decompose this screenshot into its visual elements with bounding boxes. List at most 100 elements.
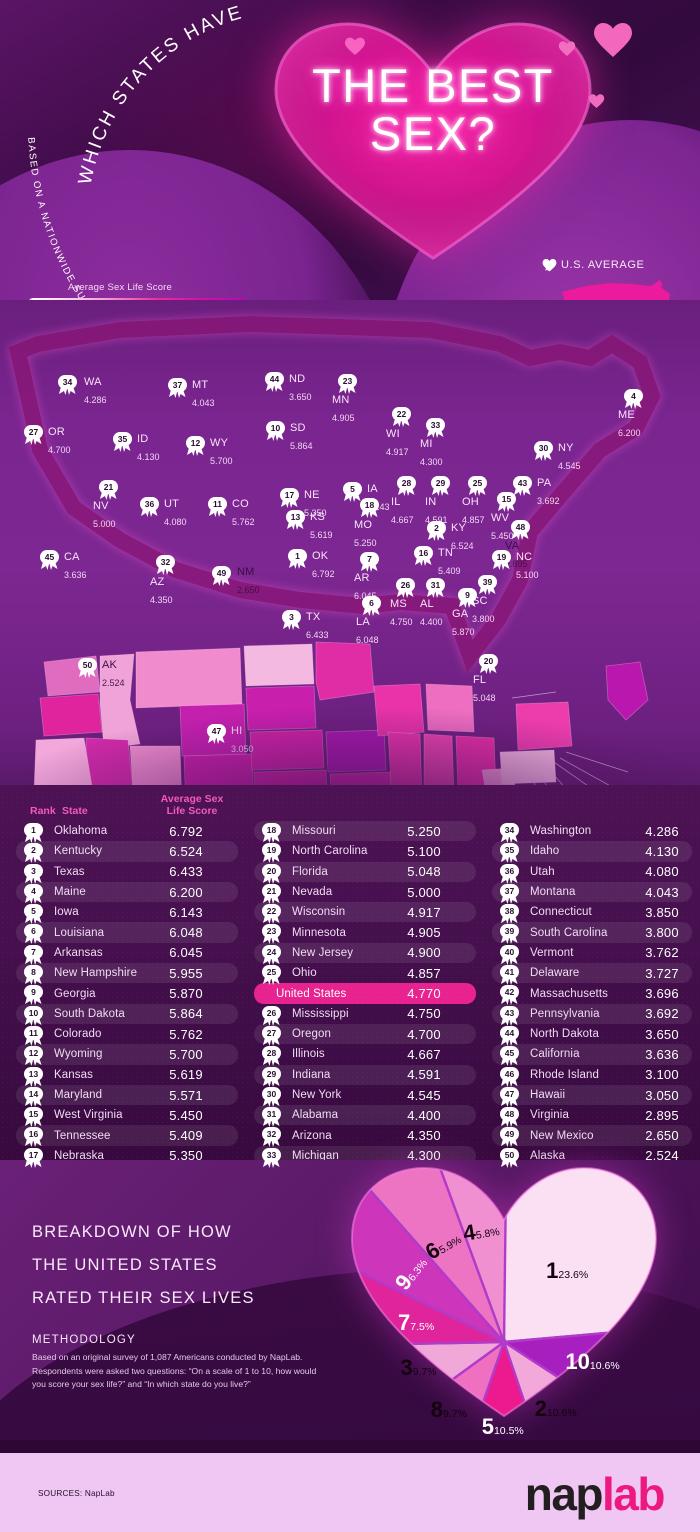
rank-rosette-icon: 31 xyxy=(262,1107,281,1128)
table-row[interactable]: 25 Ohio 4.857 xyxy=(254,963,476,986)
table-row[interactable]: 6 Louisiana 6.048 xyxy=(16,922,238,945)
table-row[interactable]: 32 Arizona 4.350 xyxy=(254,1125,476,1148)
rank-rosette-icon: 11 xyxy=(24,1025,43,1046)
table-row[interactable]: 18 Missouri 5.250 xyxy=(254,821,476,843)
rank-rosette-icon: 5 xyxy=(24,904,43,925)
hero-heart-graphic xyxy=(268,18,598,268)
table-header-state: State xyxy=(62,805,88,817)
table-row[interactable]: 27 Oregon 4.700 xyxy=(254,1023,476,1046)
table-row-united-states[interactable]: United States 4.770 xyxy=(254,983,476,1004)
table-row[interactable]: 46 Rhode Island 3.100 xyxy=(492,1065,692,1087)
rank-rosette-icon: 45 xyxy=(500,1046,519,1067)
page-title-line1: THE BEST xyxy=(312,59,554,112)
table-row[interactable]: 1 Oklahoma 6.792 xyxy=(16,821,238,843)
rank-rosette-icon: 26 xyxy=(396,578,415,598)
rank-rosette-icon: 25 xyxy=(468,476,487,496)
row-score: 6.048 xyxy=(169,925,203,941)
rank-rosette-icon: 31 xyxy=(426,578,445,598)
rank-rosette-icon: 15 xyxy=(497,492,516,512)
table-row[interactable]: 29 Indiana 4.591 xyxy=(254,1064,476,1087)
row-score: 3.636 xyxy=(645,1046,679,1062)
table-row[interactable]: 7 Arkansas 6.045 xyxy=(16,943,238,965)
table-row[interactable]: 34 Washington 4.286 xyxy=(492,821,692,843)
table-row[interactable]: 16 Tennessee 5.409 xyxy=(16,1125,238,1148)
pie-slice-6[interactable] xyxy=(348,1162,506,1343)
table-row[interactable]: 26 Mississippi 4.750 xyxy=(254,1004,476,1026)
rank-rosette-icon: 33 xyxy=(426,418,445,438)
row-state-name: Alaska xyxy=(530,1149,566,1162)
rank-rosette-icon: 1 xyxy=(288,549,307,569)
row-score: 4.700 xyxy=(407,1026,441,1042)
table-row[interactable]: 31 Alabama 4.400 xyxy=(254,1105,476,1128)
table-row[interactable]: 19 North Carolina 5.100 xyxy=(254,841,476,864)
table-row[interactable]: 45 California 3.636 xyxy=(492,1044,692,1067)
table-row[interactable]: 13 Kansas 5.619 xyxy=(16,1065,238,1087)
table-row[interactable]: 11 Colorado 5.762 xyxy=(16,1024,238,1046)
rank-rosette-icon: 16 xyxy=(24,1127,43,1148)
pie-slice-4[interactable] xyxy=(388,1162,510,1343)
row-score: 5.700 xyxy=(169,1046,203,1062)
table-row[interactable]: 49 New Mexico 2.650 xyxy=(492,1125,692,1148)
table-row[interactable]: 4 Maine 6.200 xyxy=(16,881,238,904)
table-row[interactable]: 44 North Dakota 3.650 xyxy=(492,1024,692,1046)
pie-slice-7[interactable] xyxy=(348,1196,505,1350)
map-state-mn[interactable] xyxy=(315,641,375,701)
table-row[interactable]: 8 New Hampshire 5.955 xyxy=(16,963,238,986)
table-row[interactable]: 41 Delaware 3.727 xyxy=(492,963,692,986)
table-row[interactable]: 9 Georgia 5.870 xyxy=(16,983,238,1006)
table-row[interactable]: 42 Massachusetts 3.696 xyxy=(492,983,692,1006)
row-score: 4.667 xyxy=(407,1046,441,1062)
row-state-name: South Dakota xyxy=(54,1007,125,1020)
rank-rosette-icon: 36 xyxy=(500,863,519,884)
table-row[interactable]: 43 Pennsylvania 3.692 xyxy=(492,1003,692,1026)
row-state-name: Utah xyxy=(530,865,555,878)
table-row[interactable]: 30 New York 4.545 xyxy=(254,1085,476,1107)
table-row[interactable]: 17 Nebraska 5.350 xyxy=(16,1146,238,1168)
row-state-name: Louisiana xyxy=(54,926,105,939)
pie-slice-9[interactable] xyxy=(348,1162,505,1344)
rank-rosette-icon: 9 xyxy=(24,985,43,1006)
table-row[interactable]: 37 Montana 4.043 xyxy=(492,881,692,904)
table-row[interactable]: 22 Wisconsin 4.917 xyxy=(254,902,476,925)
rank-rosette-icon: 45 xyxy=(40,550,59,570)
rank-rosette-icon: 50 xyxy=(500,1147,519,1168)
rank-rosette-icon: 39 xyxy=(500,924,519,945)
table-row[interactable]: 35 Idaho 4.130 xyxy=(492,841,692,864)
table-row[interactable]: 47 Hawaii 3.050 xyxy=(492,1084,692,1107)
table-row[interactable]: 48 Virginia 2.895 xyxy=(492,1105,692,1128)
table-row[interactable]: 50 Alaska 2.524 xyxy=(492,1146,692,1168)
table-row[interactable]: 23 Minnesota 4.905 xyxy=(254,922,476,945)
table-row[interactable]: 36 Utah 4.080 xyxy=(492,862,692,884)
map-state-nd[interactable] xyxy=(243,643,315,687)
table-row[interactable]: 3 Texas 6.433 xyxy=(16,862,238,884)
row-score: 4.300 xyxy=(407,1148,441,1164)
row-state-name: Iowa xyxy=(54,906,79,919)
row-state-name: Michigan xyxy=(292,1149,339,1162)
table-row[interactable]: 24 New Jersey 4.900 xyxy=(254,942,476,965)
pie-slice-1[interactable] xyxy=(502,1162,660,1344)
rank-rosette-icon: 42 xyxy=(500,985,519,1006)
table-row[interactable]: 15 West Virginia 5.450 xyxy=(16,1105,238,1128)
us-average-value: 4.770 xyxy=(558,296,676,300)
map-section: WA 4.286 34 OR 4.700 27 ID 4.130 35 MT 4.043 37 WY 5.… xyxy=(0,300,700,785)
row-state-name: Delaware xyxy=(530,967,580,980)
ranking-column-1: Rank State Average Sex Life Score 1 Oklaho… xyxy=(16,793,238,1168)
table-row[interactable]: 38 Connecticut 3.850 xyxy=(492,902,692,925)
table-row[interactable]: 12 Wyoming 5.700 xyxy=(16,1044,238,1067)
row-score: 4.905 xyxy=(407,925,441,941)
row-score: 5.571 xyxy=(169,1087,203,1103)
table-row[interactable]: 40 Vermont 3.762 xyxy=(492,943,692,965)
table-row[interactable]: 5 Iowa 6.143 xyxy=(16,902,238,925)
map-state-mt[interactable] xyxy=(135,647,243,709)
table-row[interactable]: 39 South Carolina 3.800 xyxy=(492,922,692,945)
table-row[interactable]: 2 Kentucky 6.524 xyxy=(16,841,238,864)
decorative-heart-icon-2 xyxy=(594,23,632,57)
table-row[interactable]: 20 Florida 5.048 xyxy=(254,861,476,884)
rank-rosette-icon: 34 xyxy=(58,375,77,395)
row-score: 3.050 xyxy=(645,1087,679,1103)
table-row[interactable]: 28 Illinois 4.667 xyxy=(254,1044,476,1067)
table-row[interactable]: 14 Maryland 5.571 xyxy=(16,1084,238,1107)
table-row[interactable]: 21 Nevada 5.000 xyxy=(254,882,476,904)
rank-rosette-icon: 43 xyxy=(500,1005,519,1026)
table-row[interactable]: 10 South Dakota 5.864 xyxy=(16,1003,238,1026)
